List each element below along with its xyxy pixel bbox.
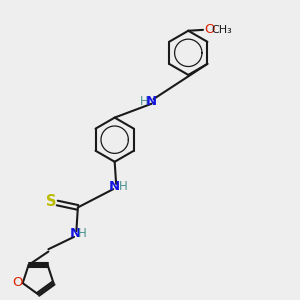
Text: N: N [146, 95, 157, 108]
Text: S: S [46, 194, 56, 209]
Text: O: O [204, 23, 214, 36]
Text: H: H [140, 95, 149, 108]
Text: H: H [118, 180, 127, 193]
Text: N: N [69, 227, 80, 240]
Text: CH₃: CH₃ [211, 25, 232, 34]
Text: O: O [12, 276, 23, 289]
Text: N: N [109, 180, 120, 193]
Text: H: H [78, 227, 87, 240]
